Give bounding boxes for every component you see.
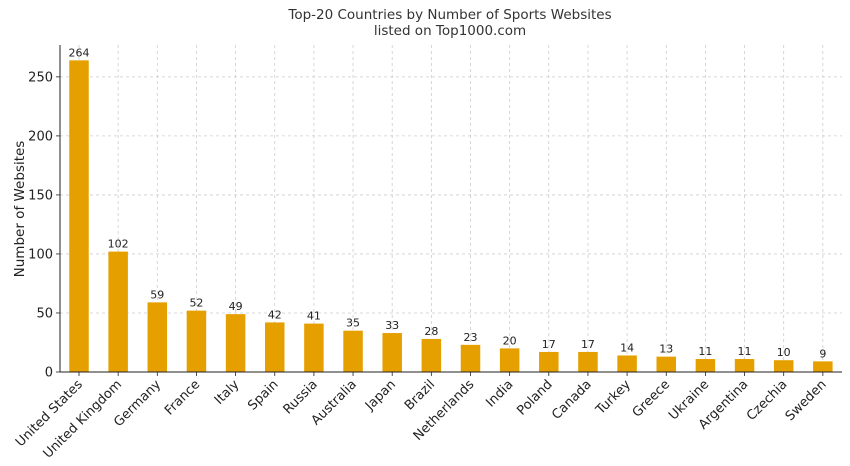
x-tick-label-9: Brazil bbox=[402, 377, 438, 413]
bar-value-label-9: 28 bbox=[424, 325, 438, 338]
bar-12 bbox=[539, 351, 559, 372]
bar-value-label-13: 17 bbox=[581, 338, 595, 351]
x-tick-label-5: Spain bbox=[245, 377, 281, 413]
bar-15 bbox=[656, 356, 676, 372]
bar-8 bbox=[382, 333, 402, 372]
bar-4 bbox=[225, 314, 246, 372]
bar-7 bbox=[343, 330, 363, 372]
bar-value-label-1: 102 bbox=[108, 238, 129, 251]
x-tick-label-18: Czechia bbox=[744, 377, 791, 424]
bar-value-label-19: 9 bbox=[819, 347, 826, 360]
bar-value-label-4: 49 bbox=[229, 300, 243, 313]
bar-10 bbox=[460, 344, 481, 372]
x-tick-label-14: Turkey bbox=[593, 377, 634, 418]
x-tick-label-19: Sweden bbox=[783, 377, 830, 424]
y-axis-title: Number of Websites bbox=[12, 141, 28, 278]
y-tick-label-2: 100 bbox=[28, 247, 53, 262]
x-tick-label-3: France bbox=[162, 377, 203, 418]
bar-3 bbox=[186, 310, 207, 372]
bar-2 bbox=[147, 302, 168, 372]
bar-13 bbox=[578, 351, 598, 372]
y-tick-label-5: 250 bbox=[28, 70, 53, 85]
x-tick-label-13: Canada bbox=[549, 377, 595, 423]
chart-title-line-2: listed on Top1000.com bbox=[374, 23, 526, 39]
y-tick-label-1: 50 bbox=[36, 306, 53, 321]
bar-value-label-3: 52 bbox=[189, 297, 203, 310]
bar-9 bbox=[421, 338, 442, 372]
axes bbox=[59, 45, 842, 373]
bar-17 bbox=[734, 359, 755, 372]
bar-value-label-12: 17 bbox=[542, 338, 556, 351]
bar-1 bbox=[108, 251, 128, 372]
bar-value-label-7: 35 bbox=[346, 317, 360, 330]
bar-11 bbox=[499, 348, 520, 372]
bar-16 bbox=[695, 359, 716, 372]
bar-19 bbox=[813, 361, 833, 372]
x-tick-label-8: Japan bbox=[362, 377, 399, 414]
bar-value-label-14: 14 bbox=[620, 341, 634, 354]
bar-value-label-15: 13 bbox=[659, 343, 673, 356]
x-tick-label-4: Italy bbox=[212, 377, 243, 408]
grid bbox=[60, 45, 842, 373]
x-tick-label-11: India bbox=[483, 377, 516, 410]
bar-value-label-11: 20 bbox=[503, 334, 517, 347]
bar-0 bbox=[69, 60, 89, 373]
y-tick-label-0: 0 bbox=[45, 366, 53, 381]
bar-value-label-10: 23 bbox=[464, 331, 478, 344]
y-tick-label-4: 200 bbox=[28, 129, 53, 144]
y-tick-label-3: 150 bbox=[28, 188, 53, 203]
bar-value-label-18: 10 bbox=[777, 346, 791, 359]
bar-value-labels: 264 102 59 52 49 42 41 35 33 28 23 20 17 17 14 13 11 11 10… bbox=[69, 46, 827, 360]
bar-value-label-17: 11 bbox=[738, 345, 752, 358]
y-axis-ticks: 0 50 100 150 200 250 bbox=[28, 70, 60, 381]
bar-value-label-5: 42 bbox=[268, 308, 282, 321]
chart-title-line-1: Top-20 Countries by Number of Sports Web… bbox=[287, 7, 611, 23]
x-tick-label-0: United States bbox=[13, 377, 86, 450]
bar-value-label-16: 11 bbox=[698, 345, 712, 358]
bar-value-label-6: 41 bbox=[307, 310, 321, 323]
bar-value-label-8: 33 bbox=[385, 319, 399, 332]
bar-value-label-2: 59 bbox=[150, 288, 164, 301]
bar-14 bbox=[617, 355, 637, 372]
bars bbox=[69, 60, 833, 373]
bar-5 bbox=[265, 322, 285, 372]
bar-18 bbox=[773, 360, 794, 372]
bar-6 bbox=[304, 323, 324, 372]
bar-value-label-0: 264 bbox=[69, 46, 90, 59]
